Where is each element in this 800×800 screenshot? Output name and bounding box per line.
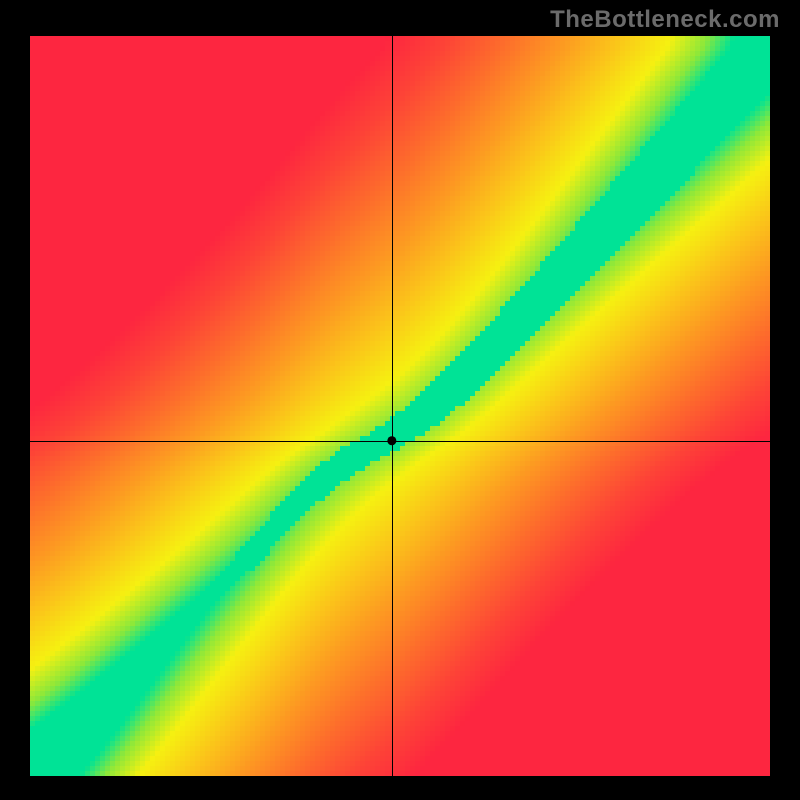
heatmap-plot [30,36,770,776]
watermark-text: TheBottleneck.com [550,6,780,34]
heatmap-overlay [30,36,770,776]
